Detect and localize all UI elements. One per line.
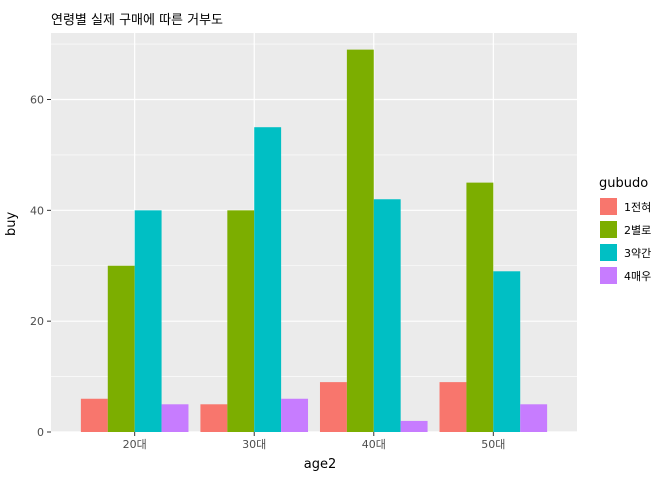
x-tick-label: 20대 (123, 438, 147, 451)
y-tick-label: 0 (37, 426, 44, 439)
bar (80, 398, 108, 432)
bar (373, 199, 401, 432)
bar (346, 49, 374, 432)
legend-item-2: 2별로 (599, 218, 651, 241)
legend-swatch-3 (599, 243, 618, 262)
chart-title: 연령별 실제 구매에 따른 거부도 (51, 13, 224, 28)
legend-title: gubudo (599, 176, 649, 191)
bar (400, 420, 428, 432)
x-tick-label: 30대 (242, 438, 266, 451)
x-axis-label: age2 (303, 457, 337, 472)
y-tick-label: 40 (30, 204, 44, 217)
bar (439, 382, 467, 432)
legend-item-4: 4매우 (599, 264, 651, 287)
bar (107, 265, 135, 432)
bar (493, 271, 521, 432)
bar (200, 404, 228, 432)
x-tick-label: 40대 (362, 438, 386, 451)
legend-swatch-2 (599, 220, 618, 239)
y-axis-label: buy (4, 211, 19, 236)
legend-label-3: 3약간 (624, 246, 652, 260)
legend-swatch-1 (599, 197, 618, 216)
legend-item-1: 1전혀 (599, 195, 651, 218)
bar (466, 182, 494, 432)
bar (227, 210, 255, 432)
bar (161, 404, 189, 432)
bar (281, 398, 309, 432)
bar (134, 210, 162, 432)
legend-item-3: 3약간 (599, 241, 651, 264)
legend-label-2: 2별로 (624, 223, 652, 237)
bar (254, 127, 282, 432)
y-tick-label: 20 (30, 315, 44, 328)
x-tick-label: 50대 (481, 438, 505, 451)
y-tick-label: 60 (30, 94, 44, 107)
legend: gubudo 1전혀 2별로 3약간 4매우 (599, 176, 651, 287)
legend-label-4: 4매우 (624, 269, 652, 283)
bar (319, 382, 347, 432)
bar (520, 404, 548, 432)
legend-swatch-4 (599, 266, 618, 285)
legend-label-1: 1전혀 (624, 200, 652, 214)
